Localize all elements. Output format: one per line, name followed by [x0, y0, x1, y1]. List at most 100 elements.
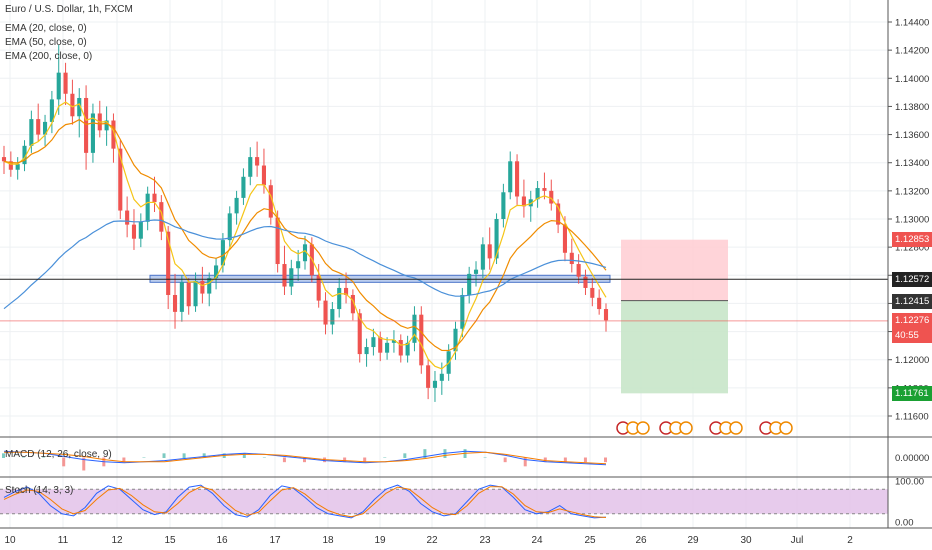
macd-hist-19	[383, 457, 387, 458]
macd-hist-15	[303, 457, 306, 463]
candle-body-86	[590, 287, 595, 298]
price-tick-label-14: 1.11600	[895, 412, 929, 423]
candle-body-76	[521, 196, 526, 207]
x-tick-label-9: 23	[479, 535, 491, 546]
stoch-d-line	[3, 486, 607, 518]
price-tick-label-4: 1.13600	[895, 130, 929, 141]
candle-body-53	[364, 347, 369, 355]
macd-tick-label-0: 0.00000	[895, 453, 929, 464]
candle-body-80	[549, 190, 554, 204]
x-tick-label-5: 17	[269, 535, 281, 546]
candle-body-25	[172, 294, 178, 312]
candle-body-28	[193, 280, 198, 307]
macd-hist-29	[583, 457, 587, 463]
candle-body-31	[214, 265, 219, 279]
ema200-line	[3, 219, 607, 310]
candle-body-40	[275, 217, 280, 265]
candle-body-87	[597, 297, 602, 310]
x-tick-label-14: 30	[740, 535, 752, 546]
macd-label: MACD (12, 26, close, 9)	[5, 449, 112, 460]
price-tick-label-5: 1.13400	[895, 158, 929, 169]
take-profit-zone	[621, 300, 728, 394]
candle-body-35	[241, 176, 246, 198]
candle-body-8	[56, 72, 61, 100]
price-tag-line: 1.12572	[892, 271, 932, 287]
candle-body-78	[535, 188, 540, 200]
macd-hist-7	[142, 457, 146, 458]
candle-body-74	[508, 161, 513, 193]
stoch-tick-label-0: 100.00	[895, 477, 924, 488]
price-tag-stop: 1.12853	[892, 232, 932, 248]
event-flag-3-2	[779, 421, 793, 435]
price-tick-label-0: 1.14400	[895, 18, 929, 29]
stop-loss-zone	[621, 239, 728, 301]
candle-body-58	[398, 340, 403, 356]
event-flag-1-2	[679, 421, 693, 435]
candle-body-34	[234, 197, 239, 214]
x-tick-label-4: 16	[216, 535, 228, 546]
candle-body-54	[371, 337, 376, 348]
candle-body-81	[556, 203, 561, 225]
x-tick-label-1: 11	[58, 535, 69, 546]
candle-body-50	[343, 287, 349, 295]
candle-body-48	[330, 309, 335, 325]
macd-hist-14	[282, 457, 286, 463]
candle-body-12	[84, 97, 89, 153]
candle-body-30	[207, 278, 212, 294]
candle-body-69	[473, 269, 479, 274]
event-flag-2-2	[729, 421, 743, 435]
candle-body-10	[70, 93, 75, 117]
candle-body-75	[515, 161, 520, 197]
price-tag-entry: 1.12276	[892, 313, 932, 329]
chart-title: Euro / U.S. Dollar, 1h, FXCM	[5, 4, 133, 15]
macd-hist-30	[604, 457, 607, 463]
x-tick-label-6: 18	[322, 535, 334, 546]
x-tick-label-8: 22	[426, 535, 438, 546]
candle-body-44	[302, 244, 308, 262]
stoch-k-line	[3, 484, 607, 519]
candle-body-42	[289, 268, 294, 287]
candle-body-2	[15, 164, 20, 170]
candle-body-24	[166, 231, 171, 295]
candle-body-33	[227, 213, 232, 241]
candle-body-82	[562, 224, 568, 253]
x-tick-label-13: 29	[687, 535, 699, 546]
candle-body-55	[378, 337, 383, 353]
candle-body-43	[296, 261, 301, 269]
candle-body-6	[42, 121, 48, 135]
ema50-line	[3, 118, 607, 352]
candle-body-20	[138, 221, 143, 239]
candle-body-88	[603, 309, 609, 321]
price-tick-label-12: 1.12000	[895, 355, 929, 366]
candle-body-19	[131, 224, 137, 239]
stoch-band	[0, 489, 888, 514]
candle-body-41	[282, 264, 287, 287]
macd-hist-21	[423, 449, 427, 458]
candle-body-39	[268, 185, 273, 218]
candle-body-60	[412, 314, 417, 343]
candle-body-15	[104, 120, 109, 131]
candle-body-29	[200, 280, 205, 294]
candle-body-17	[118, 148, 123, 211]
x-tick-label-0: 10	[4, 535, 16, 546]
macd-hist-13	[262, 457, 266, 458]
stoch-tick-label-1: 0.00	[895, 518, 914, 529]
candle-body-22	[152, 193, 157, 203]
legend-ema200: EMA (200, close, 0)	[5, 51, 93, 62]
x-tick-label-15: Jul	[791, 535, 804, 546]
candle-body-73	[501, 192, 506, 219]
candle-body-3	[22, 145, 27, 165]
candle-body-47	[323, 300, 328, 325]
price-tick-label-2: 1.14000	[895, 74, 929, 85]
candle-body-57	[391, 340, 396, 343]
candle-body-64	[439, 373, 444, 381]
candle-body-46	[316, 275, 321, 301]
ema20-line	[3, 101, 607, 370]
candle-body-61	[419, 314, 424, 366]
x-tick-label-16: 2	[847, 535, 853, 546]
grid-lines	[0, 0, 888, 528]
candle-body-49	[337, 287, 342, 310]
candle-body-36	[248, 157, 253, 177]
position-zones	[149, 239, 728, 394]
